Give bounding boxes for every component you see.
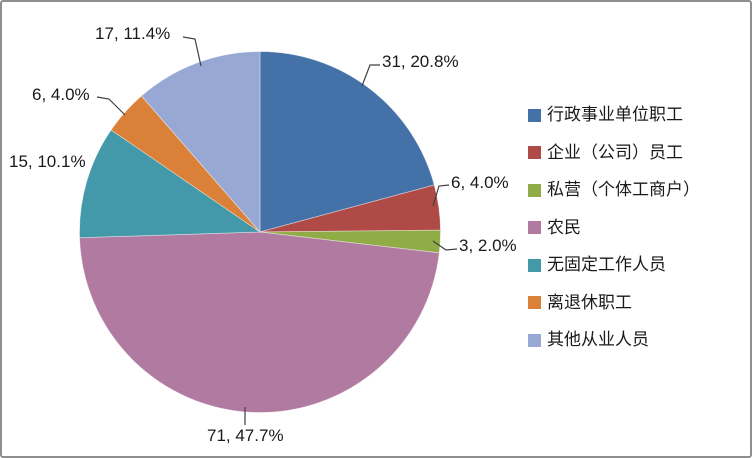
legend-label: 企业（公司）员工	[547, 142, 683, 162]
legend-item: 私营（个体工商户）	[528, 180, 700, 218]
data-label-slice-3: 3, 2.0%	[459, 236, 517, 255]
legend: 行政事业单位职工 企业（公司）员工 私营（个体工商户） 农民 无固定工作	[528, 105, 700, 368]
legend-swatch-icon	[528, 146, 541, 159]
data-label-slice-2: 6, 4.0%	[451, 173, 509, 192]
data-label-slice-4: 71, 47.7%	[207, 426, 284, 445]
legend-label: 农民	[547, 217, 581, 237]
legend-swatch-icon	[528, 108, 541, 122]
legend-label: 其他从业人员	[547, 330, 649, 349]
data-label-slice-7: 17, 11.4%	[95, 24, 171, 43]
legend-item: 离退休职工	[528, 293, 700, 331]
legend-swatch-icon	[528, 333, 541, 347]
legend-item: 无固定工作人员	[528, 255, 700, 293]
legend-item: 行政事业单位职工	[528, 105, 700, 143]
legend-item: 农民	[528, 218, 700, 256]
legend-label: 私营（个体工商户）	[547, 180, 700, 199]
legend-item: 企业（公司）员工	[528, 143, 700, 181]
legend-item: 其他从业人员	[528, 330, 700, 368]
data-label-slice-1: 31, 20.8%	[382, 52, 459, 71]
legend-swatch-icon	[528, 258, 541, 272]
legend-swatch-icon	[528, 221, 541, 234]
data-label-slice-5: 15, 10.1%	[9, 152, 86, 171]
legend-label: 离退休职工	[547, 292, 632, 312]
legend-label: 无固定工作人员	[547, 255, 666, 274]
data-label-slice-6: 6, 4.0%	[32, 85, 90, 104]
legend-swatch-icon	[528, 296, 541, 309]
legend-label: 行政事业单位职工	[547, 105, 683, 124]
legend-swatch-icon	[528, 183, 541, 197]
